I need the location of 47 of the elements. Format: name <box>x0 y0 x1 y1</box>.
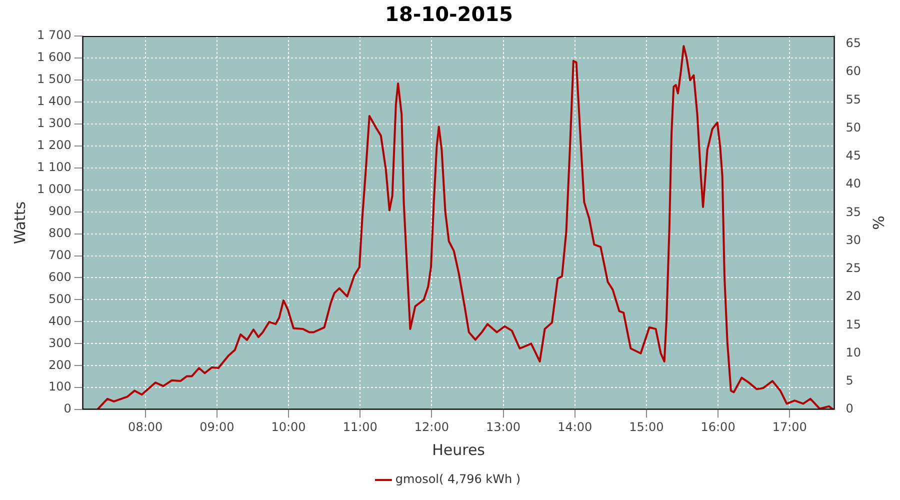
y2-tick-label: 25 <box>846 261 862 276</box>
chart-title: 18-10-2015 <box>385 2 513 26</box>
x-tick-label: 11:00 <box>342 420 378 434</box>
x-axis-title: Heures <box>432 440 486 459</box>
x-tick-label: 16:00 <box>700 420 736 434</box>
y-tick-label: 0 <box>64 402 72 416</box>
y2-tick-label: 35 <box>846 204 862 219</box>
y-tick-label: 200 <box>48 358 72 372</box>
y2-tick-label: 10 <box>846 345 862 360</box>
y-tick-label: 300 <box>48 336 72 350</box>
y-tick-label: 1 700 <box>36 28 72 42</box>
x-tick-label: 13:00 <box>486 420 521 434</box>
y2-tick-label: 30 <box>846 232 862 247</box>
y-tick-label: 900 <box>48 204 72 218</box>
y-axis-title: Watts <box>10 201 29 244</box>
y2-tick-label: 45 <box>846 148 862 163</box>
y2-tick-label: 5 <box>846 374 854 388</box>
y-tick-label: 700 <box>48 248 72 262</box>
x-tick-label: 09:00 <box>200 420 234 434</box>
y2-tick-label: 50 <box>846 120 862 134</box>
y-tick-label: 600 <box>48 270 72 284</box>
y-tick-label: 1 400 <box>36 94 72 108</box>
y2-axis-title: % <box>869 216 888 230</box>
y2-tick-label: 20 <box>846 289 862 304</box>
y-tick-label: 1 100 <box>36 160 72 174</box>
y-tick-label: 1 500 <box>36 72 72 86</box>
y2-tick-label: 15 <box>846 317 862 332</box>
y2-tick-label: 65 <box>846 36 862 50</box>
legend-label: gmosol( 4,796 kWh ) <box>395 472 521 486</box>
y2-tick-label: 55 <box>846 92 862 106</box>
y-tick-label: 100 <box>48 380 72 394</box>
x-tick-label: 14:00 <box>558 420 592 434</box>
x-tick-label: 17:00 <box>772 420 807 434</box>
y-tick-label: 1 000 <box>36 182 72 196</box>
y-tick-label: 1 200 <box>36 138 72 152</box>
y-tick-label: 400 <box>48 314 72 328</box>
y2-tick-label: 40 <box>846 176 862 191</box>
y-tick-label: 1 300 <box>36 116 72 130</box>
x-tick-label: 10:00 <box>271 420 306 434</box>
y2-tick-label: 60 <box>846 64 862 78</box>
x-tick-label: 08:00 <box>128 420 163 434</box>
x-tick-label: 12:00 <box>414 420 449 434</box>
y-tick-label: 800 <box>48 226 72 240</box>
y-tick-label: 500 <box>48 292 72 306</box>
x-tick-label: 15:00 <box>629 420 664 434</box>
y-tick-label: 1 600 <box>36 50 72 64</box>
y2-tick-label: 0 <box>846 402 854 416</box>
